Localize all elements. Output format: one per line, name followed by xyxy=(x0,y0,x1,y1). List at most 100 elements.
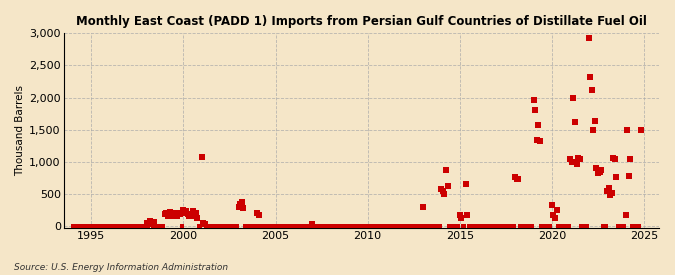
Point xyxy=(507,224,518,228)
Point xyxy=(528,98,539,102)
Point xyxy=(539,224,549,228)
Point xyxy=(376,224,387,228)
Point xyxy=(491,224,502,228)
Point xyxy=(112,224,123,228)
Point xyxy=(490,224,501,228)
Point xyxy=(321,224,331,228)
Point xyxy=(591,166,602,170)
Point xyxy=(392,224,402,228)
Point xyxy=(287,224,298,228)
Point xyxy=(164,210,175,214)
Point xyxy=(284,224,295,228)
Point xyxy=(136,224,147,228)
Point xyxy=(292,224,302,228)
Point xyxy=(232,224,242,228)
Point xyxy=(437,189,448,194)
Point xyxy=(578,224,589,228)
Point xyxy=(305,224,316,228)
Point xyxy=(101,224,112,228)
Point xyxy=(599,224,610,228)
Point xyxy=(225,224,236,228)
Point xyxy=(107,224,118,228)
Point xyxy=(261,224,272,228)
Point xyxy=(373,224,384,228)
Point xyxy=(625,157,636,161)
Point xyxy=(442,183,453,188)
Point xyxy=(580,224,591,228)
Point xyxy=(354,224,365,228)
Point xyxy=(353,224,364,228)
Point xyxy=(312,224,323,228)
Point xyxy=(247,224,258,228)
Point xyxy=(331,224,342,228)
Point xyxy=(106,224,117,228)
Point xyxy=(298,224,308,228)
Point xyxy=(181,209,192,213)
Point xyxy=(477,224,488,228)
Y-axis label: Thousand Barrels: Thousand Barrels xyxy=(15,85,25,176)
Point xyxy=(347,224,358,228)
Point xyxy=(246,224,256,228)
Point xyxy=(276,224,287,228)
Point xyxy=(173,211,184,215)
Point xyxy=(121,224,132,228)
Point xyxy=(553,224,564,228)
Point xyxy=(548,213,559,217)
Point xyxy=(94,224,105,228)
Point xyxy=(572,156,583,160)
Point xyxy=(447,224,458,228)
Point xyxy=(117,224,128,228)
Point xyxy=(146,222,157,226)
Point xyxy=(537,224,548,228)
Point xyxy=(288,224,299,228)
Point xyxy=(141,221,152,225)
Point xyxy=(253,213,264,217)
Point xyxy=(295,224,306,228)
Point xyxy=(342,224,353,228)
Point xyxy=(290,224,301,228)
Point xyxy=(124,224,135,228)
Point xyxy=(524,224,535,228)
Point xyxy=(201,224,212,228)
Point xyxy=(238,206,248,210)
Point xyxy=(227,224,238,228)
Point xyxy=(281,224,292,228)
Point xyxy=(259,224,270,228)
Point xyxy=(496,224,507,228)
Point xyxy=(454,213,465,217)
Point xyxy=(144,219,155,223)
Point xyxy=(427,224,437,228)
Point xyxy=(244,224,254,228)
Point xyxy=(84,224,95,228)
Point xyxy=(113,224,124,228)
Point xyxy=(413,224,424,228)
Point xyxy=(142,224,153,228)
Point xyxy=(367,224,377,228)
Point xyxy=(269,224,279,228)
Point xyxy=(282,224,293,228)
Point xyxy=(533,122,543,127)
Point xyxy=(632,224,643,228)
Point xyxy=(504,224,514,228)
Point xyxy=(525,224,536,228)
Point xyxy=(435,224,446,228)
Point xyxy=(419,224,430,228)
Point xyxy=(190,211,201,215)
Point xyxy=(375,224,385,228)
Point xyxy=(549,216,560,220)
Point xyxy=(543,224,554,228)
Point xyxy=(330,224,341,228)
Point xyxy=(369,224,379,228)
Point xyxy=(393,224,404,228)
Point xyxy=(384,224,395,228)
Point xyxy=(165,211,176,215)
Point xyxy=(511,177,522,181)
Point xyxy=(76,224,87,228)
Point xyxy=(617,224,628,228)
Point xyxy=(83,224,94,228)
Point xyxy=(186,213,196,217)
Point xyxy=(359,224,370,228)
Point xyxy=(229,224,240,228)
Point xyxy=(462,213,473,217)
Point xyxy=(80,224,90,228)
